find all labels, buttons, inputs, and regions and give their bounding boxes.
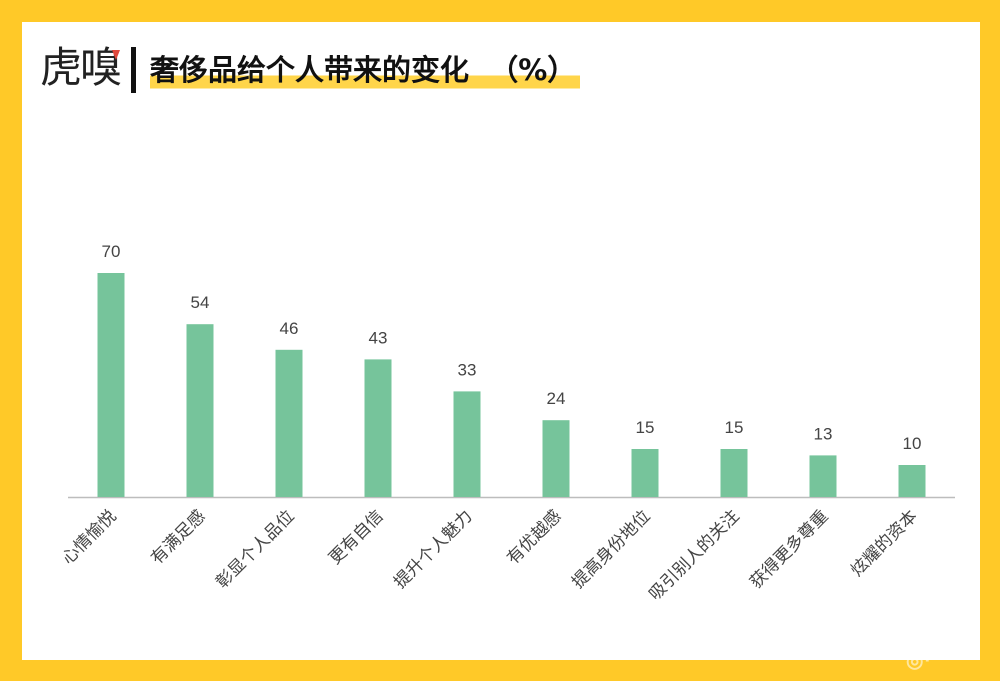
chart-card	[22, 22, 980, 660]
bar	[186, 324, 214, 497]
category-label: 获得更多尊重	[746, 506, 832, 592]
bar	[631, 449, 659, 497]
data-label: 54	[191, 293, 210, 312]
data-label: 46	[280, 319, 299, 338]
bar	[720, 449, 748, 497]
category-label: 更有自信	[325, 506, 387, 568]
data-label: 10	[903, 434, 922, 453]
data-label: 33	[458, 360, 477, 379]
data-label: 43	[369, 328, 388, 347]
bar	[364, 359, 392, 497]
watermark-logo: ◎·	[906, 650, 933, 672]
bar	[898, 465, 926, 497]
data-label: 70	[102, 242, 121, 261]
bar	[97, 273, 125, 497]
bar	[809, 455, 837, 497]
category-label: 有满足感	[147, 506, 209, 568]
brand-logo-dot-icon	[112, 50, 120, 60]
title-divider	[131, 47, 136, 93]
chart-title: 奢侈品给个人带来的变化 （%）	[150, 48, 581, 92]
bar	[542, 420, 570, 497]
data-label: 15	[636, 418, 655, 437]
category-label: 彰显个人品位	[212, 506, 298, 592]
category-label: 吸引别人的关注	[645, 506, 743, 604]
category-label: 心情愉悦	[58, 506, 120, 568]
bar	[453, 391, 481, 497]
category-label: 炫耀的资本	[847, 506, 921, 580]
data-label: 13	[814, 424, 833, 443]
brand-logo: 虎嗅	[40, 43, 122, 92]
data-label: 15	[725, 418, 744, 437]
category-label: 提高身份地位	[568, 506, 654, 592]
category-label: 提升个人魅力	[390, 506, 476, 592]
data-label: 24	[547, 389, 566, 408]
category-label: 有优越感	[503, 506, 565, 568]
bar	[275, 349, 303, 497]
